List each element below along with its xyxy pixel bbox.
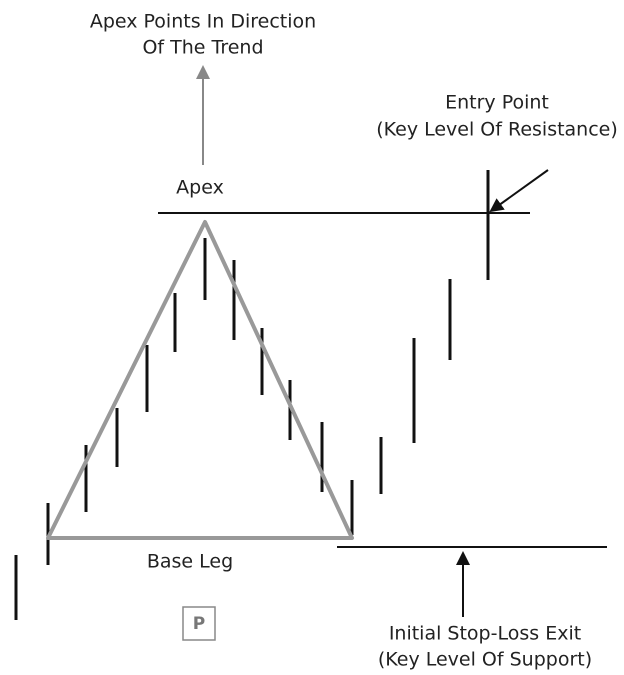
triangle <box>46 220 354 540</box>
entry-arrow <box>489 169 549 213</box>
price-bars <box>14 170 490 620</box>
entry-label: Entry Point <box>445 92 549 114</box>
badge: P <box>193 614 205 634</box>
base-label: Base Leg <box>147 551 233 573</box>
title-line: Apex Points In Direction <box>90 11 316 33</box>
badge-box <box>182 606 216 641</box>
stop-label: (Key Level Of Support) <box>378 649 592 671</box>
stop-label: Initial Stop-Loss Exit <box>389 623 581 645</box>
title-line: Of The Trend <box>142 37 263 59</box>
entry-label: (Key Level Of Resistance) <box>376 119 618 141</box>
apex-label: Apex <box>176 177 224 199</box>
